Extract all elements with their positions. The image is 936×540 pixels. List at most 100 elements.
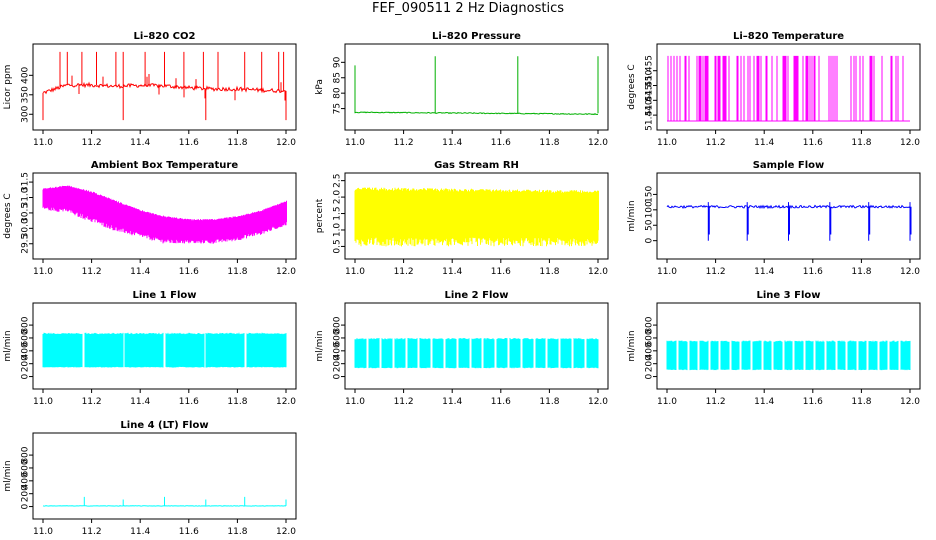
x-tick-label: 11.6	[491, 138, 511, 148]
x-tick-label: 12.0	[588, 138, 608, 148]
plot-frame	[344, 172, 609, 260]
x-tick-label: 11.4	[754, 138, 774, 148]
y-tick-label: 90	[333, 56, 343, 68]
y-tick-label: 600	[333, 329, 343, 346]
panel-line2: Line 2 Flow ml/min 11.0 11.2 11.4 11.6 11.8 12.…	[315, 290, 609, 407]
panel-pressure: Li–820 Pressure kPa 11.0 11.2 11.4 11.6 11.8 12…	[315, 31, 609, 148]
panel-title: Line 2 Flow	[445, 290, 509, 301]
y-tick-label: 400	[21, 66, 31, 83]
x-tick-label: 11.6	[803, 267, 823, 277]
y-tick-label: 51.450	[645, 70, 655, 102]
panel-sample: Sample Flow ml/min 11.0 11.2 11.4 11.6 11.8 12.…	[627, 160, 921, 277]
series-trace	[42, 332, 287, 368]
x-tick-label: 11.2	[82, 138, 102, 148]
x-tick-label: 11.4	[130, 138, 150, 148]
y-tick-label: 1.5	[333, 206, 343, 220]
y-tick-label: 30.5	[21, 203, 31, 223]
x-tick-label: 12.0	[900, 397, 920, 407]
x-tick-label: 11.4	[442, 397, 462, 407]
x-tick-label: 11.0	[33, 527, 53, 537]
y-tick-label: 150	[645, 186, 655, 203]
series-trace	[667, 55, 910, 122]
plot-frame	[32, 43, 297, 131]
x-tick-label: 11.8	[539, 397, 559, 407]
y-tick-label: 600	[645, 329, 655, 346]
x-tick-label: 12.0	[900, 267, 920, 277]
x-tick-label: 11.4	[130, 527, 150, 537]
x-tick-label: 11.0	[33, 138, 53, 148]
x-tick-label: 11.8	[539, 138, 559, 148]
series-trace	[42, 496, 287, 507]
panel-title: Line 4 (LT) Flow	[120, 420, 208, 431]
y-axis-label: ml/min	[627, 330, 637, 361]
y-tick-label: 200	[21, 355, 31, 372]
y-axis-label: ml/min	[627, 200, 637, 231]
x-tick-label: 11.6	[491, 397, 511, 407]
x-tick-label: 11.4	[754, 397, 774, 407]
panel-title: Ambient Box Temperature	[91, 160, 238, 171]
panel-ambient: Ambient Box Temperature degrees C 11.0 11.2…	[3, 160, 297, 277]
y-tick-label: 400	[645, 342, 655, 359]
x-tick-label: 11.6	[179, 527, 199, 537]
x-tick-label: 12.0	[276, 138, 296, 148]
y-axis-label: Licor ppm	[3, 65, 13, 110]
plot-frame	[656, 302, 921, 390]
y-tick-label: 200	[21, 485, 31, 502]
y-tick-label: 51.440	[645, 99, 655, 131]
x-tick-label: 11.2	[82, 527, 102, 537]
y-tick-label: 75	[333, 103, 343, 114]
y-tick-label: 0	[21, 373, 31, 379]
x-tick-label: 11.8	[851, 267, 871, 277]
panel-title: Li–820 CO2	[134, 31, 196, 42]
x-tick-label: 12.0	[900, 138, 920, 148]
panel-temperature: Li–820 Temperature degrees C 11.0 11.2 11.4 1…	[627, 31, 921, 148]
plot-frame	[32, 432, 297, 520]
y-tick-label: 400	[21, 342, 31, 359]
y-tick-label: 30.0	[21, 218, 31, 238]
panel-title: Line 3 Flow	[757, 290, 821, 301]
y-tick-label: 800	[21, 446, 31, 463]
y-tick-label: 0	[21, 503, 31, 509]
x-tick-label: 11.6	[803, 138, 823, 148]
panel-title: Gas Stream RH	[434, 160, 519, 171]
y-tick-label: 0	[645, 373, 655, 379]
x-tick-label: 11.4	[442, 138, 462, 148]
x-tick-label: 11.0	[33, 397, 53, 407]
series-trace	[354, 56, 599, 116]
x-tick-label: 11.8	[227, 397, 247, 407]
x-tick-label: 12.0	[588, 267, 608, 277]
x-tick-label: 11.2	[82, 267, 102, 277]
x-tick-label: 11.2	[706, 267, 726, 277]
y-tick-label: 0	[333, 373, 343, 379]
y-tick-label: 200	[333, 355, 343, 372]
y-axis-label: ml/min	[3, 460, 13, 491]
panel-line1: Line 1 Flow ml/min 11.0 11.2 11.4 11.6 11.8 12.…	[3, 290, 297, 407]
panel-line4: Line 4 (LT) Flow ml/min 11.0 11.2 11.4 11.6 11…	[3, 420, 297, 537]
x-tick-label: 11.2	[394, 138, 414, 148]
panel-line3: Line 3 Flow ml/min 11.0 11.2 11.4 11.6 11.8 12.…	[627, 290, 921, 407]
plot-frame	[32, 172, 297, 260]
x-tick-label: 12.0	[276, 267, 296, 277]
series-trace	[354, 187, 599, 247]
figure-title: FEF_090511 2 Hz Diagnostics	[372, 1, 564, 16]
x-tick-label: 11.4	[754, 267, 774, 277]
y-tick-label: 85	[333, 72, 343, 83]
series-trace	[354, 338, 599, 369]
x-tick-label: 11.6	[803, 397, 823, 407]
series-trace	[42, 185, 287, 244]
y-tick-label: 2.0	[333, 190, 343, 205]
y-axis-label: degrees C	[3, 193, 13, 238]
y-tick-label: 50	[645, 219, 655, 231]
x-tick-label: 11.0	[345, 267, 365, 277]
x-tick-label: 11.6	[179, 397, 199, 407]
x-tick-label: 11.0	[33, 267, 53, 277]
series-trace	[666, 340, 911, 371]
y-tick-label: 100	[645, 201, 655, 218]
x-tick-label: 11.8	[539, 267, 559, 277]
y-tick-label: 51.455	[645, 55, 655, 87]
y-tick-label: 0.5	[333, 239, 343, 253]
x-tick-label: 11.4	[442, 267, 462, 277]
y-tick-label: 400	[21, 472, 31, 489]
plot-frame	[656, 172, 921, 260]
y-tick-label: 600	[21, 459, 31, 476]
